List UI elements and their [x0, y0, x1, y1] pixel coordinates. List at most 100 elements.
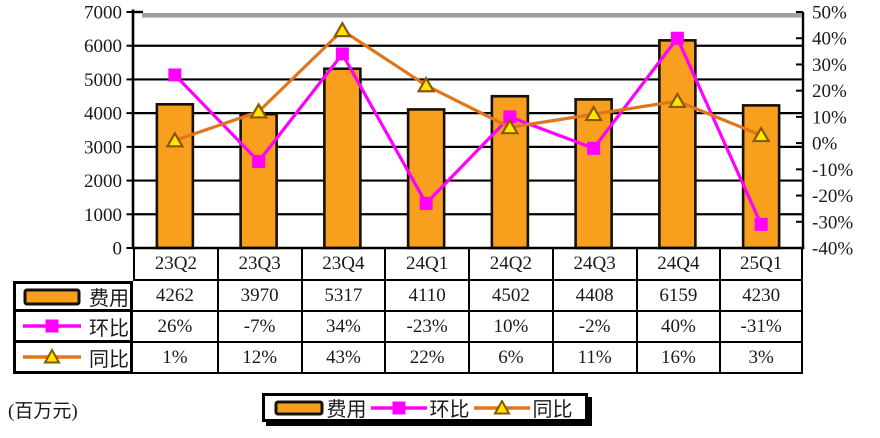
key-square: [392, 401, 405, 414]
table-value-cell: 4408: [551, 281, 636, 312]
bar: [155, 103, 195, 250]
table-value-cell: -23%: [384, 312, 468, 343]
left-axis-label: 0: [113, 239, 123, 260]
plot-top-shadow: [142, 13, 802, 18]
line-triangle-key-icon: [23, 348, 81, 364]
right-axis-label: 0%: [812, 134, 838, 155]
tongbi-marker: [584, 104, 604, 122]
tongbi-marker: [249, 102, 269, 119]
bar-key-shape: [23, 288, 81, 305]
table-value-cell: 10%: [468, 312, 552, 343]
table-value-cell: 3%: [719, 343, 803, 374]
table-value-cell: 6%: [468, 343, 552, 374]
right-axis-label: 30%: [812, 55, 847, 76]
tongbi-marker: [500, 117, 520, 135]
left-axis-label: 7000: [84, 3, 122, 24]
left-axis-label: 4000: [84, 104, 122, 125]
right-axis-label: -20%: [812, 186, 853, 207]
left-axis-label: 5000: [84, 70, 122, 91]
table-value-cell: 16%: [635, 343, 720, 374]
table-value-cell: 5317: [300, 281, 385, 312]
right-axis-label: -30%: [812, 212, 853, 233]
legend-item-label: 费用: [326, 399, 367, 421]
tongbi-marker: [416, 76, 436, 93]
right-axis-label: 50%: [812, 3, 847, 24]
table-row-header: 同比: [13, 343, 133, 374]
tongbi-marker: [165, 131, 185, 148]
table-value-cell: 4230: [719, 281, 803, 312]
line-square-key-icon: [23, 319, 81, 333]
right-axis-label: -10%: [812, 160, 853, 181]
table-value-cell: 22%: [384, 343, 468, 374]
data-table: 23Q2 23Q3 23Q4 24Q1 24Q2 24Q3 24Q4 25Q1 费用 4262 39…: [13, 248, 803, 374]
huanbi-marker: [587, 141, 601, 155]
table-category-cell: 23Q3: [216, 248, 301, 281]
left-axis-label: 6000: [84, 36, 122, 57]
left-axis-label: 1000: [84, 205, 122, 226]
left-axis-label: 3000: [84, 137, 122, 158]
table-category-cell: 24Q1: [384, 248, 468, 281]
table-category-cell: 25Q1: [719, 248, 803, 281]
huanbi-marker: [670, 31, 684, 45]
table-category-cell: 24Q2: [468, 248, 552, 281]
table-corner-cell: [13, 248, 133, 281]
tongbi-marker: [667, 91, 687, 109]
legend-item: 费用: [274, 393, 371, 422]
table-category-cell: 23Q4: [300, 248, 385, 281]
bar: [323, 67, 362, 250]
table-value-cell: -31%: [719, 312, 803, 343]
bar: [239, 112, 278, 250]
key-square: [45, 319, 59, 333]
right-axis-label: 10%: [812, 107, 847, 128]
table-value-cell: -2%: [551, 312, 636, 343]
legend-item: 环比: [370, 393, 474, 422]
legend-item: 同比: [473, 393, 577, 422]
bar-key-icon: [23, 288, 81, 305]
table-row-header: 环比: [13, 312, 133, 343]
huanbi-marker: [168, 68, 182, 82]
huanbi-marker: [335, 47, 349, 61]
left-axis-label: 2000: [84, 171, 122, 192]
table-value-cell: 43%: [300, 343, 385, 374]
table-value-cell: 4110: [384, 281, 468, 312]
huanbi-marker: [754, 217, 768, 231]
right-axis-label: 40%: [812, 29, 847, 50]
bar-key-icon: [274, 400, 323, 415]
right-axis-label: -40%: [812, 239, 853, 260]
legend-item-label: 同比: [532, 399, 573, 421]
table-value-cell: 40%: [635, 312, 720, 343]
table-value-cell: 26%: [133, 312, 217, 343]
table-value-cell: 12%: [216, 343, 301, 374]
table-value-cell: 3970: [216, 281, 301, 312]
line-square-key-icon: [370, 401, 427, 414]
huanbi-marker: [252, 154, 266, 168]
table-value-cell: -7%: [216, 312, 301, 343]
plot-area: 0 1000 2000 3000 4000 5000 6000 7000 -40% -30% -20…: [84, 3, 853, 260]
table-value-cell: 34%: [300, 312, 385, 343]
table-row-header-label: 同比: [89, 348, 129, 371]
tongbi-marker: [751, 125, 771, 143]
table-row-header: 费用: [13, 281, 133, 312]
legend: 费用 环比 同比: [262, 393, 588, 422]
huanbi-line: [173, 35, 763, 226]
right-axis-label: 20%: [812, 81, 847, 102]
line-triangle-key-icon: [473, 399, 530, 414]
table-category-cell: 24Q3: [551, 248, 636, 281]
table-category-cell: 24Q4: [635, 248, 720, 281]
tongbi-marker: [332, 20, 352, 38]
table-category-cell: 23Q2: [133, 248, 217, 281]
unit-label: (百万元): [8, 401, 78, 422]
table-value-cell: 6159: [635, 281, 720, 312]
huanbi-marker: [503, 110, 517, 124]
table-value-cell: 1%: [133, 343, 217, 374]
bar: [658, 39, 697, 250]
table-row-header-label: 费用: [89, 288, 129, 310]
table-row-header-label: 环比: [89, 317, 129, 340]
table-value-cell: 4502: [468, 281, 552, 312]
key-triangle: [43, 348, 61, 364]
key-triangle: [492, 399, 511, 414]
tongbi-line: [174, 28, 762, 143]
huanbi-marker: [419, 196, 433, 210]
legend-item-label: 环比: [429, 399, 470, 421]
